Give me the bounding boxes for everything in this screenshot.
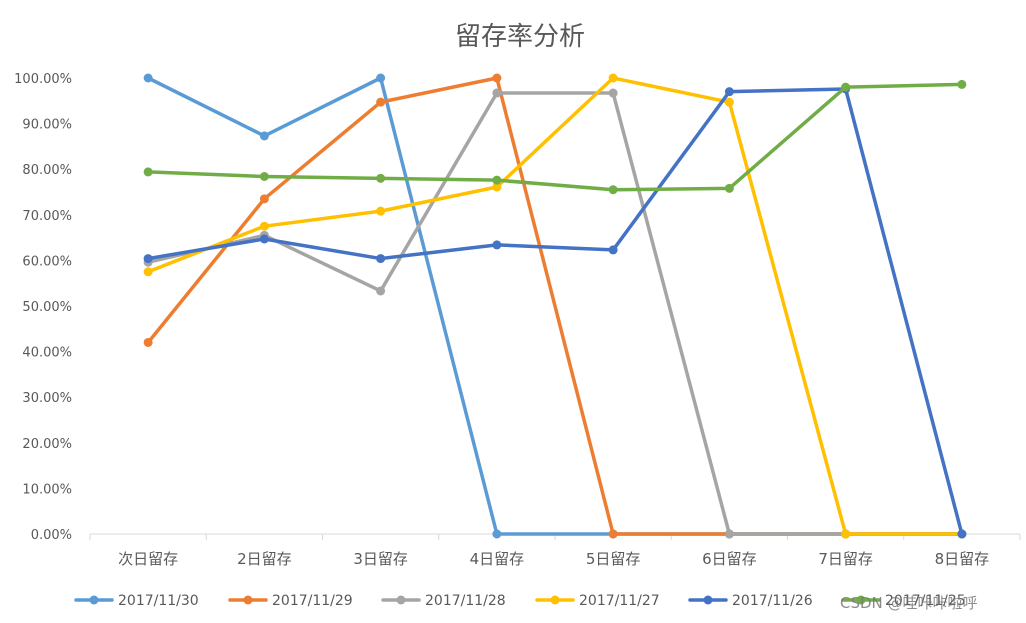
series-line [146, 87, 964, 536]
data-point [957, 529, 967, 539]
data-point [376, 73, 386, 83]
x-tick-label: 3日留存 [353, 550, 408, 568]
y-tick-label: 80.00% [22, 163, 72, 178]
axes: 0.00% 10.00% 20.00% 30.00% 40.00% 50.00% 60.00… [14, 72, 1021, 568]
legend-marker [89, 595, 99, 605]
x-tick-label: 8日留存 [935, 550, 990, 568]
data-point [492, 175, 502, 185]
data-point [608, 185, 618, 195]
series-group [143, 73, 967, 539]
data-point [492, 73, 502, 83]
x-tick-label: 次日留存 [118, 550, 178, 568]
legend-label: 2017/11/27 [579, 593, 660, 609]
data-point [724, 87, 734, 97]
data-point [376, 206, 386, 216]
data-point [259, 131, 269, 141]
y-tick-label: 40.00% [22, 346, 72, 361]
data-point [608, 88, 618, 98]
data-point [376, 286, 386, 296]
y-tick-label: 30.00% [22, 391, 72, 406]
x-tick-label: 5日留存 [586, 550, 641, 568]
data-point [608, 245, 618, 255]
data-point [376, 97, 386, 107]
data-point [143, 337, 153, 347]
data-point [724, 529, 734, 539]
y-tick-label: 0.00% [31, 528, 72, 543]
legend-marker [856, 595, 866, 605]
x-tick-label: 7日留存 [818, 550, 873, 568]
legend-label: 2017/11/30 [118, 593, 199, 609]
data-point [376, 254, 386, 264]
data-point [259, 194, 269, 204]
data-point [492, 88, 502, 98]
y-tick-label: 50.00% [22, 300, 72, 315]
series-group [143, 73, 967, 539]
chart-title: 留存率分析 [455, 22, 585, 52]
data-point [608, 73, 618, 83]
data-point [724, 97, 734, 107]
legend-marker [396, 595, 406, 605]
data-point [259, 234, 269, 244]
y-tick-label: 90.00% [22, 118, 72, 133]
data-point [492, 240, 502, 250]
y-tick-label: 70.00% [22, 209, 72, 224]
data-point [143, 254, 153, 264]
x-tick-label: 6日留存 [702, 550, 757, 568]
series-line [146, 91, 964, 536]
legend-item: 2017/11/27 [535, 593, 660, 609]
series-line [146, 76, 964, 536]
legend-item: 2017/11/28 [381, 593, 506, 609]
x-tick-label: 4日留存 [470, 550, 525, 568]
data-point [957, 79, 967, 89]
data-point [143, 73, 153, 83]
legend-item: 2017/11/29 [228, 593, 353, 609]
legend-label: 2017/11/29 [272, 593, 353, 609]
data-point [376, 173, 386, 183]
data-point [143, 167, 153, 177]
y-tick-label: 20.00% [22, 437, 72, 452]
legend-marker [550, 595, 560, 605]
data-point [259, 171, 269, 181]
x-tick-label: 2日留存 [237, 550, 292, 568]
series-layer [143, 73, 967, 539]
legend-marker [243, 595, 253, 605]
series-line [146, 76, 964, 536]
data-point [841, 529, 851, 539]
data-point [259, 221, 269, 231]
data-point [841, 82, 851, 92]
data-point [608, 529, 618, 539]
legend: 2017/11/30 2017/11/29 2017/11/28 2017/11/27… [74, 593, 966, 609]
data-point [143, 267, 153, 277]
series-group [143, 88, 967, 539]
legend-item: 2017/11/25 [841, 593, 966, 609]
y-tick-label: 100.00% [14, 72, 72, 87]
legend-label: 2017/11/25 [885, 593, 966, 609]
legend-marker [703, 595, 713, 605]
series-group [143, 79, 967, 195]
watermark-text: CSDN @哇咔咔啦呼 [840, 594, 978, 612]
data-point [492, 529, 502, 539]
data-point [492, 182, 502, 192]
legend-label: 2017/11/28 [425, 593, 506, 609]
legend-item: 2017/11/26 [688, 593, 813, 609]
legend-label: 2017/11/26 [732, 593, 813, 609]
y-tick-label: 60.00% [22, 254, 72, 269]
y-tick-label: 10.00% [22, 482, 72, 497]
series-line [146, 82, 964, 192]
legend-item: 2017/11/30 [74, 593, 199, 609]
data-point [724, 183, 734, 193]
